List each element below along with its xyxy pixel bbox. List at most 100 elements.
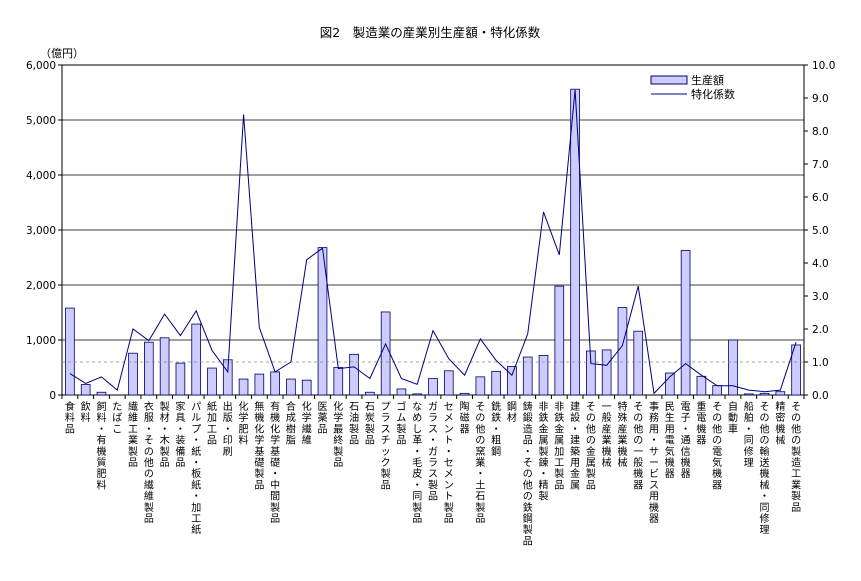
bar [191, 323, 202, 396]
y2-tick-label: 0.0 [812, 390, 829, 402]
y2-tick-label: 8.0 [812, 126, 829, 138]
bar [428, 378, 438, 396]
bar [712, 385, 722, 396]
y-tick-label: 3,000 [26, 225, 56, 237]
x-category-label: 非鉄金属加工製品 [554, 401, 564, 491]
x-category-label: 鋼材 [507, 400, 517, 424]
y-axis-unit-label: （億円） [40, 47, 84, 60]
bar [128, 352, 138, 396]
x-category-label: 船舶・同修理 [744, 400, 754, 469]
y2-tick-label: 1.0 [812, 357, 829, 369]
x-category-label: 特殊産業機械 [617, 401, 627, 469]
x-category-label: ゴム製品 [396, 400, 406, 447]
y2-tick-label: 4.0 [812, 258, 829, 270]
x-category-label: セメント・セメント製品 [444, 401, 454, 525]
x-category-label: 化学最終製品 [333, 400, 343, 469]
bar [743, 393, 754, 396]
y-tick-label: 0 [49, 390, 56, 402]
x-category-label: その他の金属製品 [586, 401, 596, 491]
bar [301, 379, 312, 396]
bar [696, 375, 707, 396]
x-category-label: 繊維工業製品 [128, 400, 138, 469]
y-tick-label: 5,000 [26, 115, 56, 127]
y2-tick-label: 3.0 [812, 291, 829, 303]
y2-tick-label: 2.0 [812, 324, 829, 336]
bar [633, 330, 644, 396]
bar [222, 359, 233, 396]
x-category-label: 民生用電気機器 [665, 401, 675, 480]
x-category-label: 自動車 [728, 400, 738, 435]
gridlines [61, 64, 805, 396]
x-category-label: 重電機器 [696, 400, 706, 447]
x-category-label: たばこ [112, 401, 122, 435]
x-category-label: 陶磁器 [460, 400, 470, 435]
legend-label-line: 特化係数 [691, 87, 735, 101]
legend-label-bar: 生産額 [691, 73, 724, 87]
y2-tick-label: 5.0 [812, 225, 829, 237]
x-category-label: 家具・装備品 [175, 400, 185, 469]
x-category-label: その他の一般機器 [633, 401, 643, 491]
x-category-label: 化学肥料 [239, 400, 249, 447]
x-category-label: その他の電気機器 [712, 401, 722, 491]
bar [443, 370, 454, 396]
bar [759, 392, 770, 396]
x-category-label: その他の窯業・土石製品 [475, 401, 485, 525]
y2-tick-label: 10.0 [812, 60, 835, 72]
bar [775, 391, 786, 396]
bar [507, 365, 517, 396]
bar [491, 370, 501, 396]
bar [96, 391, 107, 396]
x-category-label: その他の輸送機械・同修理 [760, 401, 770, 536]
x-category-label: 鋳鍛造品・その他の鉄鋼製品 [523, 400, 533, 547]
bar [680, 249, 691, 396]
x-category-label: 精密機械 [775, 400, 785, 447]
bar [270, 371, 280, 396]
bar [286, 378, 296, 396]
bar [538, 354, 549, 396]
x-category-label: 製材・木製品 [160, 400, 170, 469]
x-category-label: ガラス・ガラス製品 [428, 401, 438, 503]
x-category-label: 石炭製品 [365, 402, 375, 447]
bar [80, 384, 91, 396]
x-category-label: プラスチック製品 [381, 401, 391, 491]
x-category-label: 飲料 [81, 400, 91, 424]
x-category-label: 食料品 [65, 400, 75, 435]
axes [58, 64, 808, 399]
y2-axis-ticks: 0.0 1.0 2.0 3.0 4.0 5.0 6.0 7.0 8.0 9.0 10.0 [812, 60, 835, 402]
x-category-label: 衣服・その他の繊維製品 [144, 400, 154, 525]
y-tick-label: 2,000 [26, 280, 56, 292]
x-category-label: その他の製造工業製品 [791, 401, 801, 514]
bar [522, 356, 533, 396]
x-category-label: 医薬品 [317, 401, 327, 435]
chart-title: 図2 製造業の産業別生産額・特化係数 [320, 25, 541, 40]
x-category-label: 建設・建築用金属 [570, 400, 580, 491]
x-category-label: 合成樹脂 [286, 400, 296, 447]
y2-tick-label: 6.0 [812, 192, 829, 204]
y-tick-label: 4,000 [26, 170, 56, 182]
x-category-label: 出版・印刷 [223, 400, 233, 458]
bar-series [65, 88, 801, 396]
series-line [69, 89, 797, 395]
y-tick-label: 1,000 [26, 335, 56, 347]
bar [475, 376, 486, 396]
bar [333, 367, 344, 396]
bar [601, 349, 612, 396]
bar [396, 388, 407, 396]
bar [175, 362, 186, 396]
bar [159, 337, 170, 396]
bar [617, 307, 628, 396]
bar [570, 88, 580, 396]
x-category-label: 銑鉄・粗鋼 [491, 400, 501, 458]
x-category-label: 非鉄金属製錬・精製 [539, 401, 549, 503]
bar [144, 341, 154, 396]
x-category-label: 一般産業機械 [602, 402, 612, 469]
y-tick-label: 6,000 [26, 60, 56, 72]
x-category-label: 無機化学基礎製品 [254, 400, 264, 491]
bar [459, 392, 470, 396]
bar [238, 378, 249, 396]
y-axis-ticks: 0 1,000 2,000 3,000 4,000 5,000 6,000 [26, 60, 56, 402]
x-category-label: 電子・通信機器 [681, 401, 691, 480]
x-category-label: 飼料・有機質肥料 [96, 400, 106, 491]
bar [664, 372, 675, 396]
